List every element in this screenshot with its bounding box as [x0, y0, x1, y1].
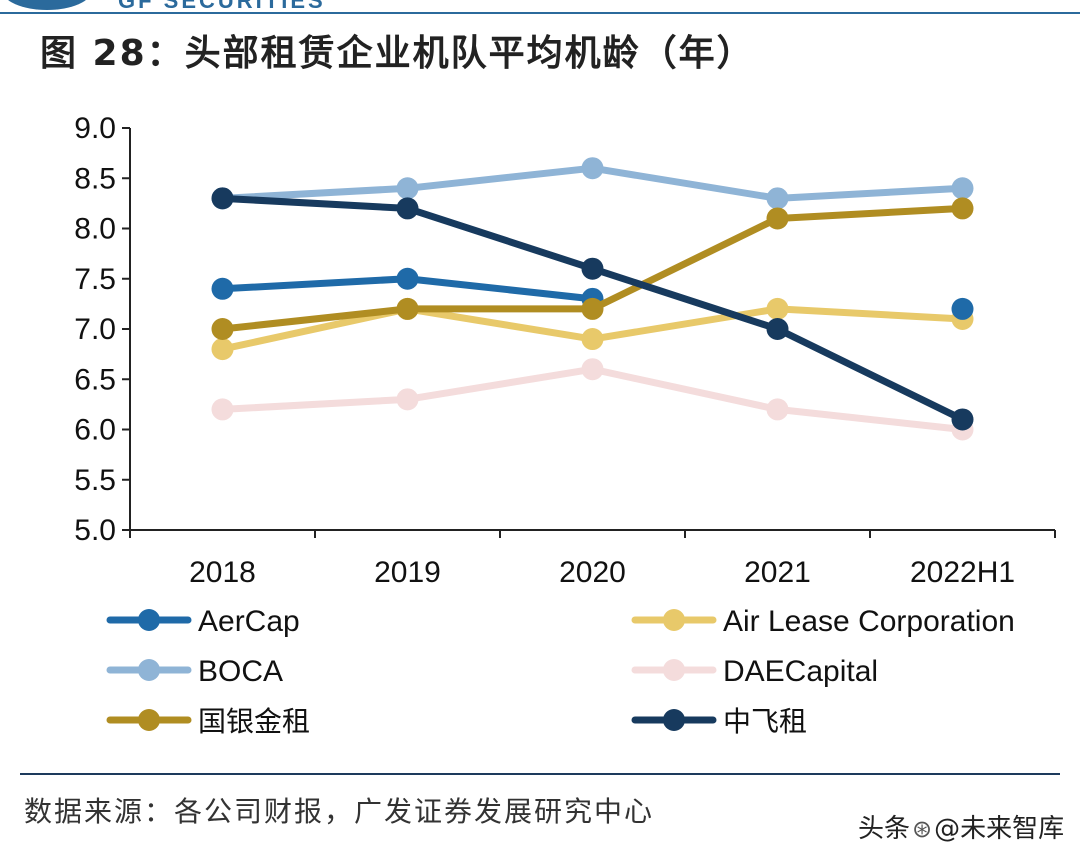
- y-tick-label: 9.0: [74, 112, 116, 145]
- legend-swatch-marker: [138, 609, 160, 631]
- watermark-handle: @未来智库: [934, 814, 1065, 844]
- data-point: [396, 267, 419, 290]
- data-point: [581, 358, 604, 381]
- y-tick-label: 5.0: [74, 514, 116, 547]
- data-point: [581, 257, 604, 280]
- data-point: [766, 297, 789, 320]
- data-point: [951, 197, 974, 220]
- y-tick-label: 6.0: [74, 414, 116, 447]
- y-tick-label: 8.5: [74, 162, 116, 195]
- series-BOCA: [211, 157, 974, 210]
- y-tick-label: 7.5: [74, 263, 116, 296]
- series-中飞租: [211, 187, 974, 431]
- legend-swatch-marker: [663, 709, 685, 731]
- data-point: [211, 398, 234, 421]
- brand-text: GF SECURITIES: [118, 0, 326, 13]
- y-tick-label: 5.5: [74, 464, 116, 497]
- data-point: [951, 297, 974, 320]
- chart-title: 图 28：头部租赁企业机队平均机龄（年）: [40, 33, 755, 74]
- legend-item: BOCA: [106, 655, 283, 688]
- data-point: [211, 277, 234, 300]
- x-tick-label: 2018: [189, 556, 256, 589]
- legend-item: DAECapital: [631, 655, 878, 688]
- legend-label: DAECapital: [723, 655, 878, 688]
- chart-legend: AerCap Air Lease Corporation BOCA DAECapita…: [106, 605, 1015, 738]
- data-point: [581, 297, 604, 320]
- legend-label: 中飞租: [723, 705, 807, 738]
- data-point: [766, 187, 789, 210]
- data-point: [396, 197, 419, 220]
- x-tick-label: 2019: [374, 556, 441, 589]
- data-point: [396, 177, 419, 200]
- chart-axes: 5.0 5.5 6.0 6.5 7.0 7.5 8.0 8.5 9.0 2018 2019 2020 2…: [74, 112, 1056, 589]
- legend-label: BOCA: [198, 655, 283, 688]
- legend-item: Air Lease Corporation: [631, 605, 1015, 638]
- data-point: [396, 388, 419, 411]
- data-point: [766, 318, 789, 340]
- data-point: [766, 207, 789, 230]
- data-point: [951, 177, 974, 200]
- data-point: [211, 338, 234, 361]
- y-tick-label: 6.5: [74, 363, 116, 396]
- x-tick-label: 2020: [559, 556, 626, 589]
- legend-label: Air Lease Corporation: [723, 605, 1015, 638]
- footer-rule: [20, 773, 1060, 775]
- data-point: [951, 408, 974, 431]
- brand-strip: GF SECURITIES: [0, 0, 1080, 14]
- legend-swatch-marker: [138, 709, 160, 731]
- legend-swatch-marker: [663, 659, 685, 681]
- legend-label: AerCap: [198, 605, 300, 638]
- data-point: [581, 328, 604, 351]
- watermark: 头条⊛@未来智库: [858, 808, 1064, 845]
- y-tick-label: 7.0: [74, 313, 116, 346]
- series-国银金租: [211, 197, 974, 340]
- legend-label: 国银金租: [198, 705, 310, 738]
- data-point: [581, 157, 604, 180]
- legend-swatch-marker: [138, 659, 160, 681]
- data-point: [211, 187, 234, 210]
- legend-swatch-marker: [663, 609, 685, 631]
- data-point: [211, 318, 234, 340]
- series-Air Lease Corporation: [211, 297, 974, 361]
- legend-item: AerCap: [106, 605, 300, 638]
- y-tick-label: 8.0: [74, 213, 116, 246]
- data-point: [396, 297, 419, 320]
- wechat-icon: ⊛: [912, 815, 933, 843]
- legend-item: 中飞租: [631, 705, 807, 738]
- legend-item: 国银金租: [106, 705, 310, 738]
- brand-rule: [0, 12, 1080, 14]
- x-tick-label: 2021: [744, 556, 811, 589]
- brand-logo-icon: [2, 0, 92, 10]
- x-tick-label: 2022H1: [910, 556, 1015, 589]
- data-point: [766, 398, 789, 421]
- chart-lines: [211, 157, 974, 441]
- source-note: 数据来源：各公司财报，广发证券发展研究中心: [24, 795, 655, 828]
- watermark-prefix: 头条: [858, 814, 911, 844]
